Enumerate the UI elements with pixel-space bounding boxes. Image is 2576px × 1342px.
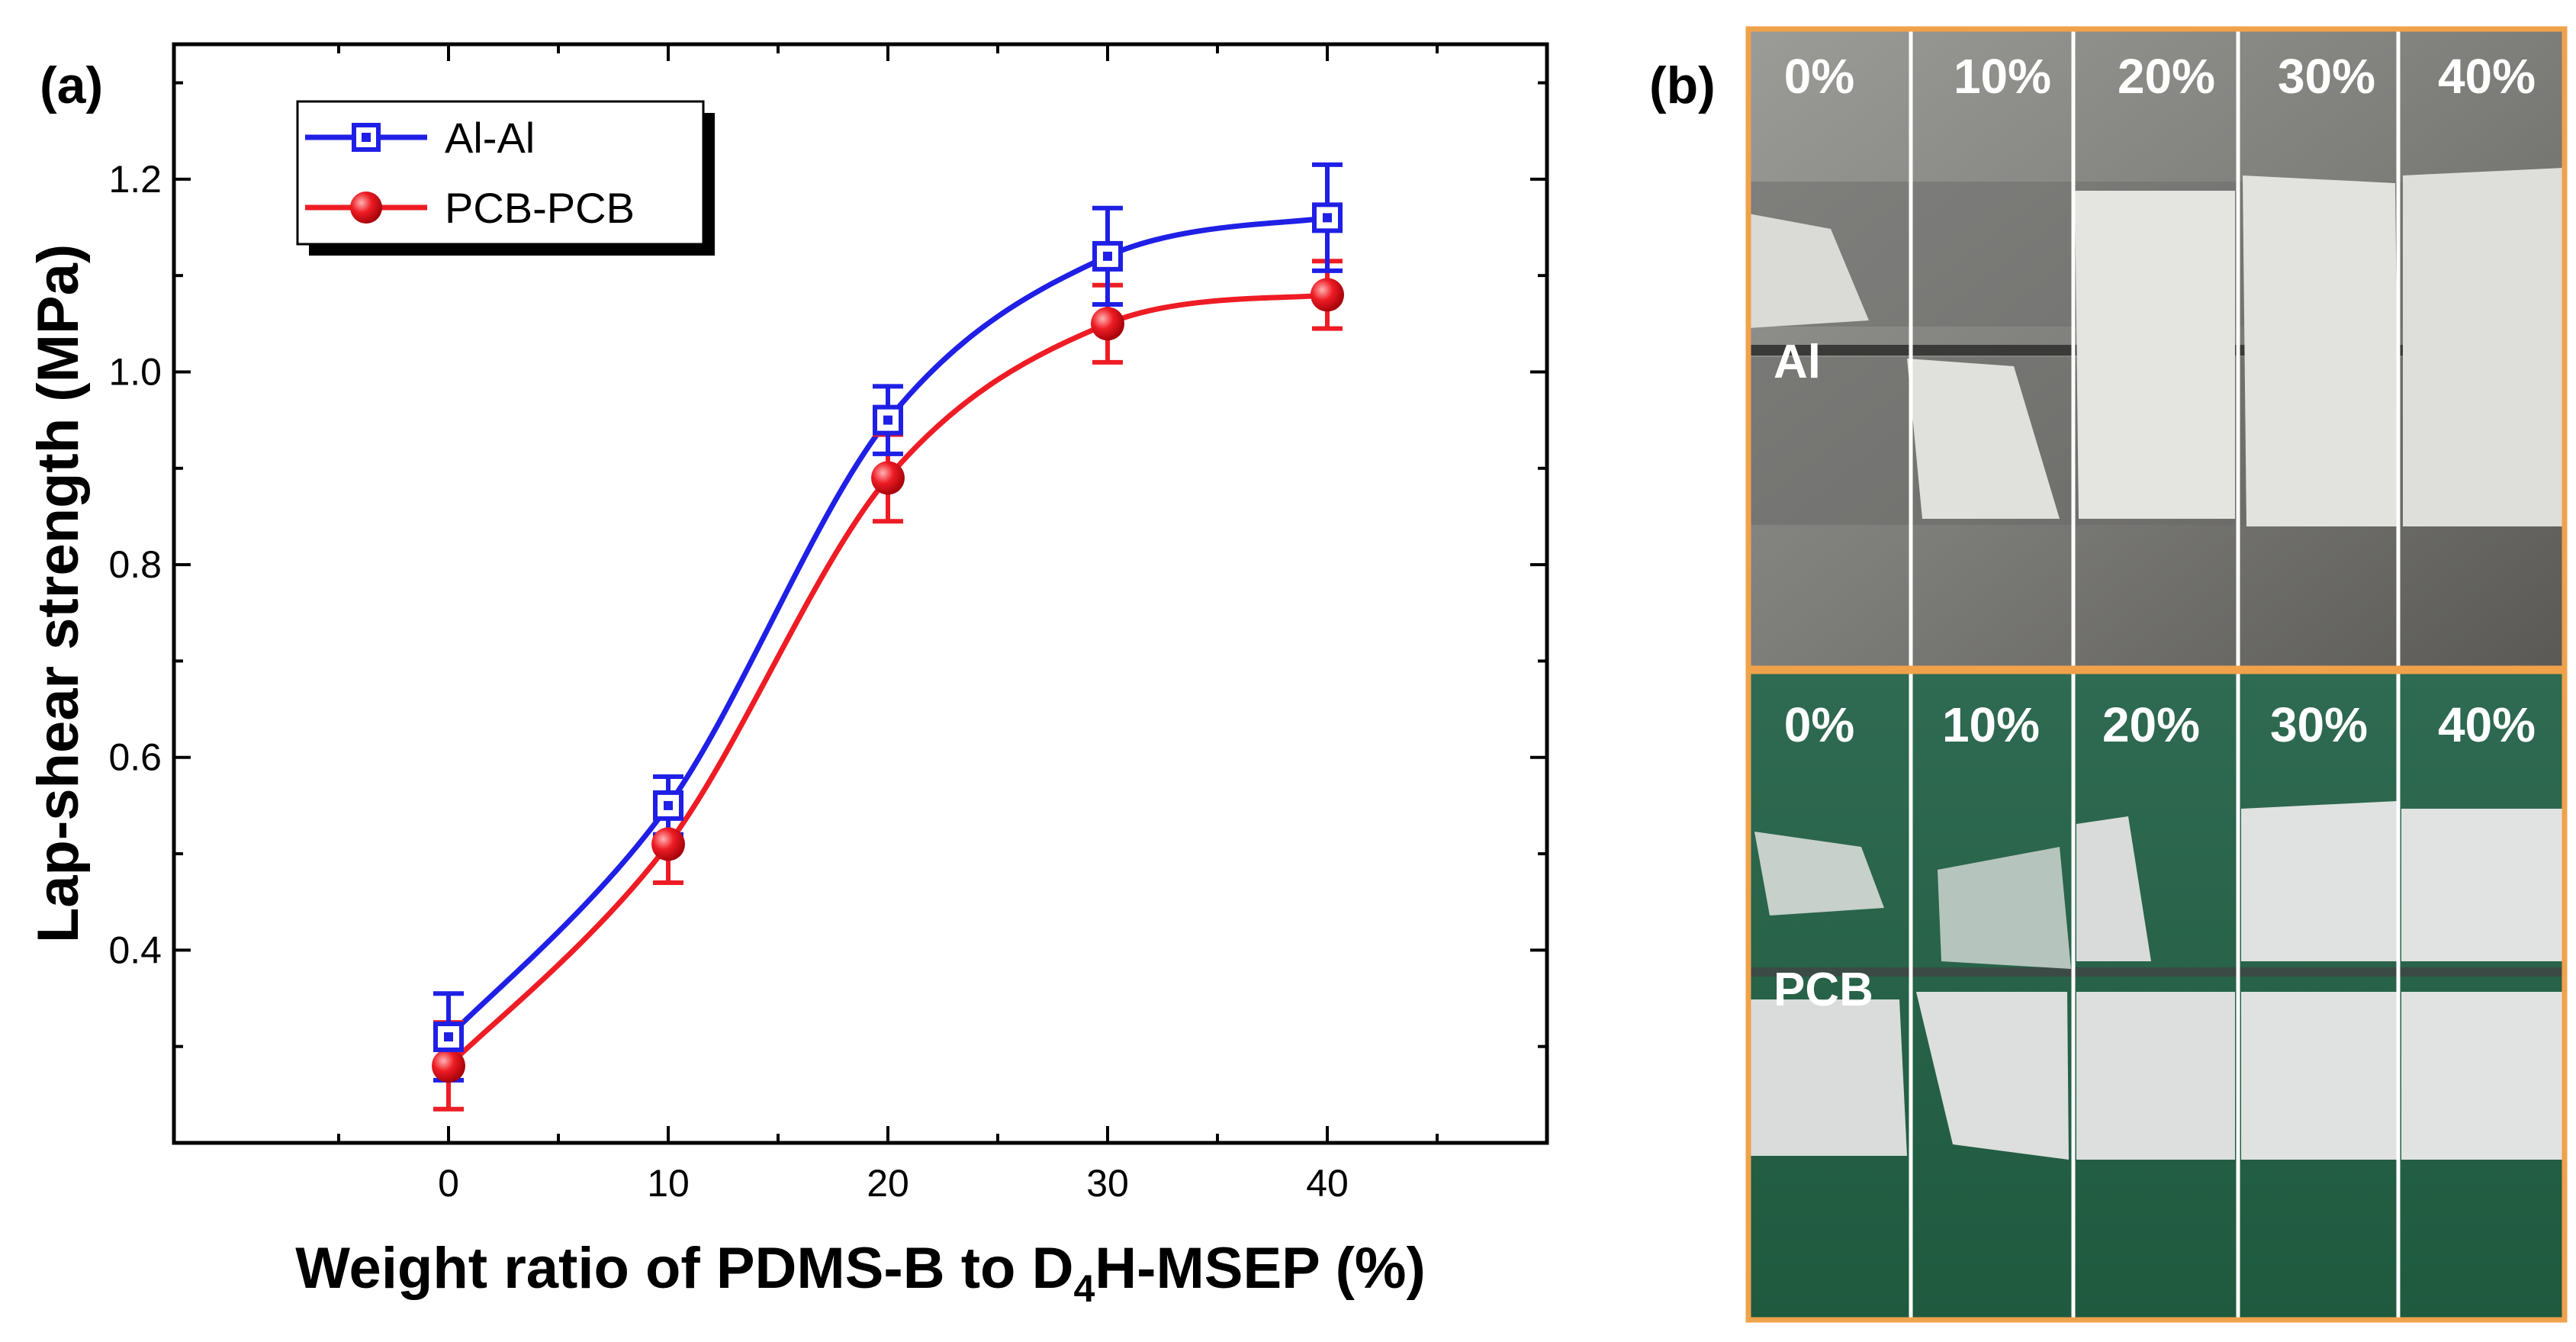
y-tick-label-1: 0.6 [108,736,162,779]
al-col-label-30: 30% [2278,49,2375,104]
al-col-label-10: 10% [1954,49,2051,104]
pcb-col-label-10: 10% [1942,697,2040,752]
legend-marker-pcb [350,191,382,224]
x-tick-label-0: 0 [438,1162,459,1205]
pcb-photo-frame [1745,668,2568,1323]
marker-0-4 [1312,202,1343,233]
pcb-residue-40-upper [2401,809,2565,961]
pcb-photo: 0% 10% 20% 30% 40% PCB [1748,671,2565,1320]
y-tick-label-2: 0.8 [108,543,162,586]
marker-1-4 [1311,278,1344,312]
al-col-label-40: 40% [2438,49,2536,104]
marker-dot-0-3 [1103,251,1112,261]
pcb-residue-10-upper [1938,847,2071,969]
y-axis-title: Lap-shear strength (MPa) [26,244,91,943]
marker-0-3 [1092,240,1123,272]
x-axis-title: Weight ratio of PDMS-B to D4H-MSEP (%) [295,1236,1426,1310]
pcb-residue-30-upper [2241,801,2397,961]
y-tick-label-3: 1.0 [108,350,162,393]
al-photo-frame [1745,26,2568,671]
series-line-0 [446,214,1328,1039]
x-tick-label-4: 40 [1306,1162,1349,1205]
x-tick-label-1: 10 [647,1162,690,1205]
pcb-col-label-40: 40% [2438,697,2536,752]
x-axis-title-part2: H-MSEP (%) [1095,1236,1426,1301]
al-col-label-0: 0% [1784,49,1855,104]
pcb-residue-0-upper [1754,832,1884,916]
x-tick-label-3: 30 [1086,1162,1129,1205]
pcb-col-label-20: 20% [2102,697,2200,752]
plot-frame [172,42,1549,1145]
x-axis-ticks: 0 10 20 30 40 [337,44,1439,1205]
al-residue-10 [1907,359,2060,519]
pcb-residue-20-lower [2076,992,2235,1160]
legend-label-al: Al-Al [445,114,535,162]
legend: Al-Al PCB-PCB [296,100,715,256]
x-tick-label-2: 20 [867,1162,909,1205]
marker-dot-0-4 [1323,213,1332,223]
pcb-joint-line [1748,967,2565,977]
al-substrate-label: Al [1774,336,1821,388]
marker-dot-0-2 [883,415,892,425]
series-error-bars [433,162,1343,1112]
y-tick-label-4: 1.2 [108,158,162,201]
panel-b-label: (b) [1649,56,1716,114]
marker-1-0 [432,1048,465,1083]
x-axis-title-subscript: 4 [1073,1267,1095,1310]
series-lines [446,214,1328,1068]
marker-dot-0-0 [444,1032,453,1042]
series-line-1 [446,291,1328,1068]
panel-a-label: (a) [40,56,103,114]
specimen-photos: 0% 10% 20% 30% 40% Al [1745,26,2568,1323]
x-axis-title-part1: Weight ratio of PDMS-B to D [295,1236,1073,1301]
marker-0-0 [433,1022,464,1053]
al-col-label-20: 20% [2118,49,2215,104]
y-tick-label-0: 0.4 [108,928,162,971]
pcb-residue-30-lower [2241,992,2397,1160]
series-markers [432,202,1344,1083]
marker-1-2 [871,461,905,495]
al-photo: 0% 10% 20% 30% 40% Al [1748,29,2565,668]
y-axis-ticks: 0.4 0.6 0.8 1.0 1.2 [108,81,1547,1048]
pcb-residue-0-lower [1748,999,1907,1156]
pcb-substrate-label: PCB [1774,964,1873,1016]
legend-label-pcb: PCB-PCB [445,184,635,232]
al-residue-20 [2075,191,2235,519]
legend-marker-al-dot [362,133,371,142]
marker-1-3 [1091,307,1124,341]
al-residue-0 [1748,214,1869,328]
al-residue-30 [2243,175,2399,526]
pcb-col-label-0: 0% [1784,697,1855,752]
marker-0-2 [873,404,903,436]
marker-dot-0-1 [664,800,673,810]
pcb-residue-10-lower [1916,992,2069,1160]
marker-1-1 [651,827,685,861]
pcb-residue-40-lower [2401,992,2565,1160]
pcb-col-label-30: 30% [2270,697,2368,752]
lap-shear-chart: 0 10 20 30 40 0.40.60.81.01.2 Al-Al PCB-PCB … [26,42,1549,1310]
pcb-residue-20-upper [2076,816,2151,961]
al-residue-40 [2403,168,2563,526]
